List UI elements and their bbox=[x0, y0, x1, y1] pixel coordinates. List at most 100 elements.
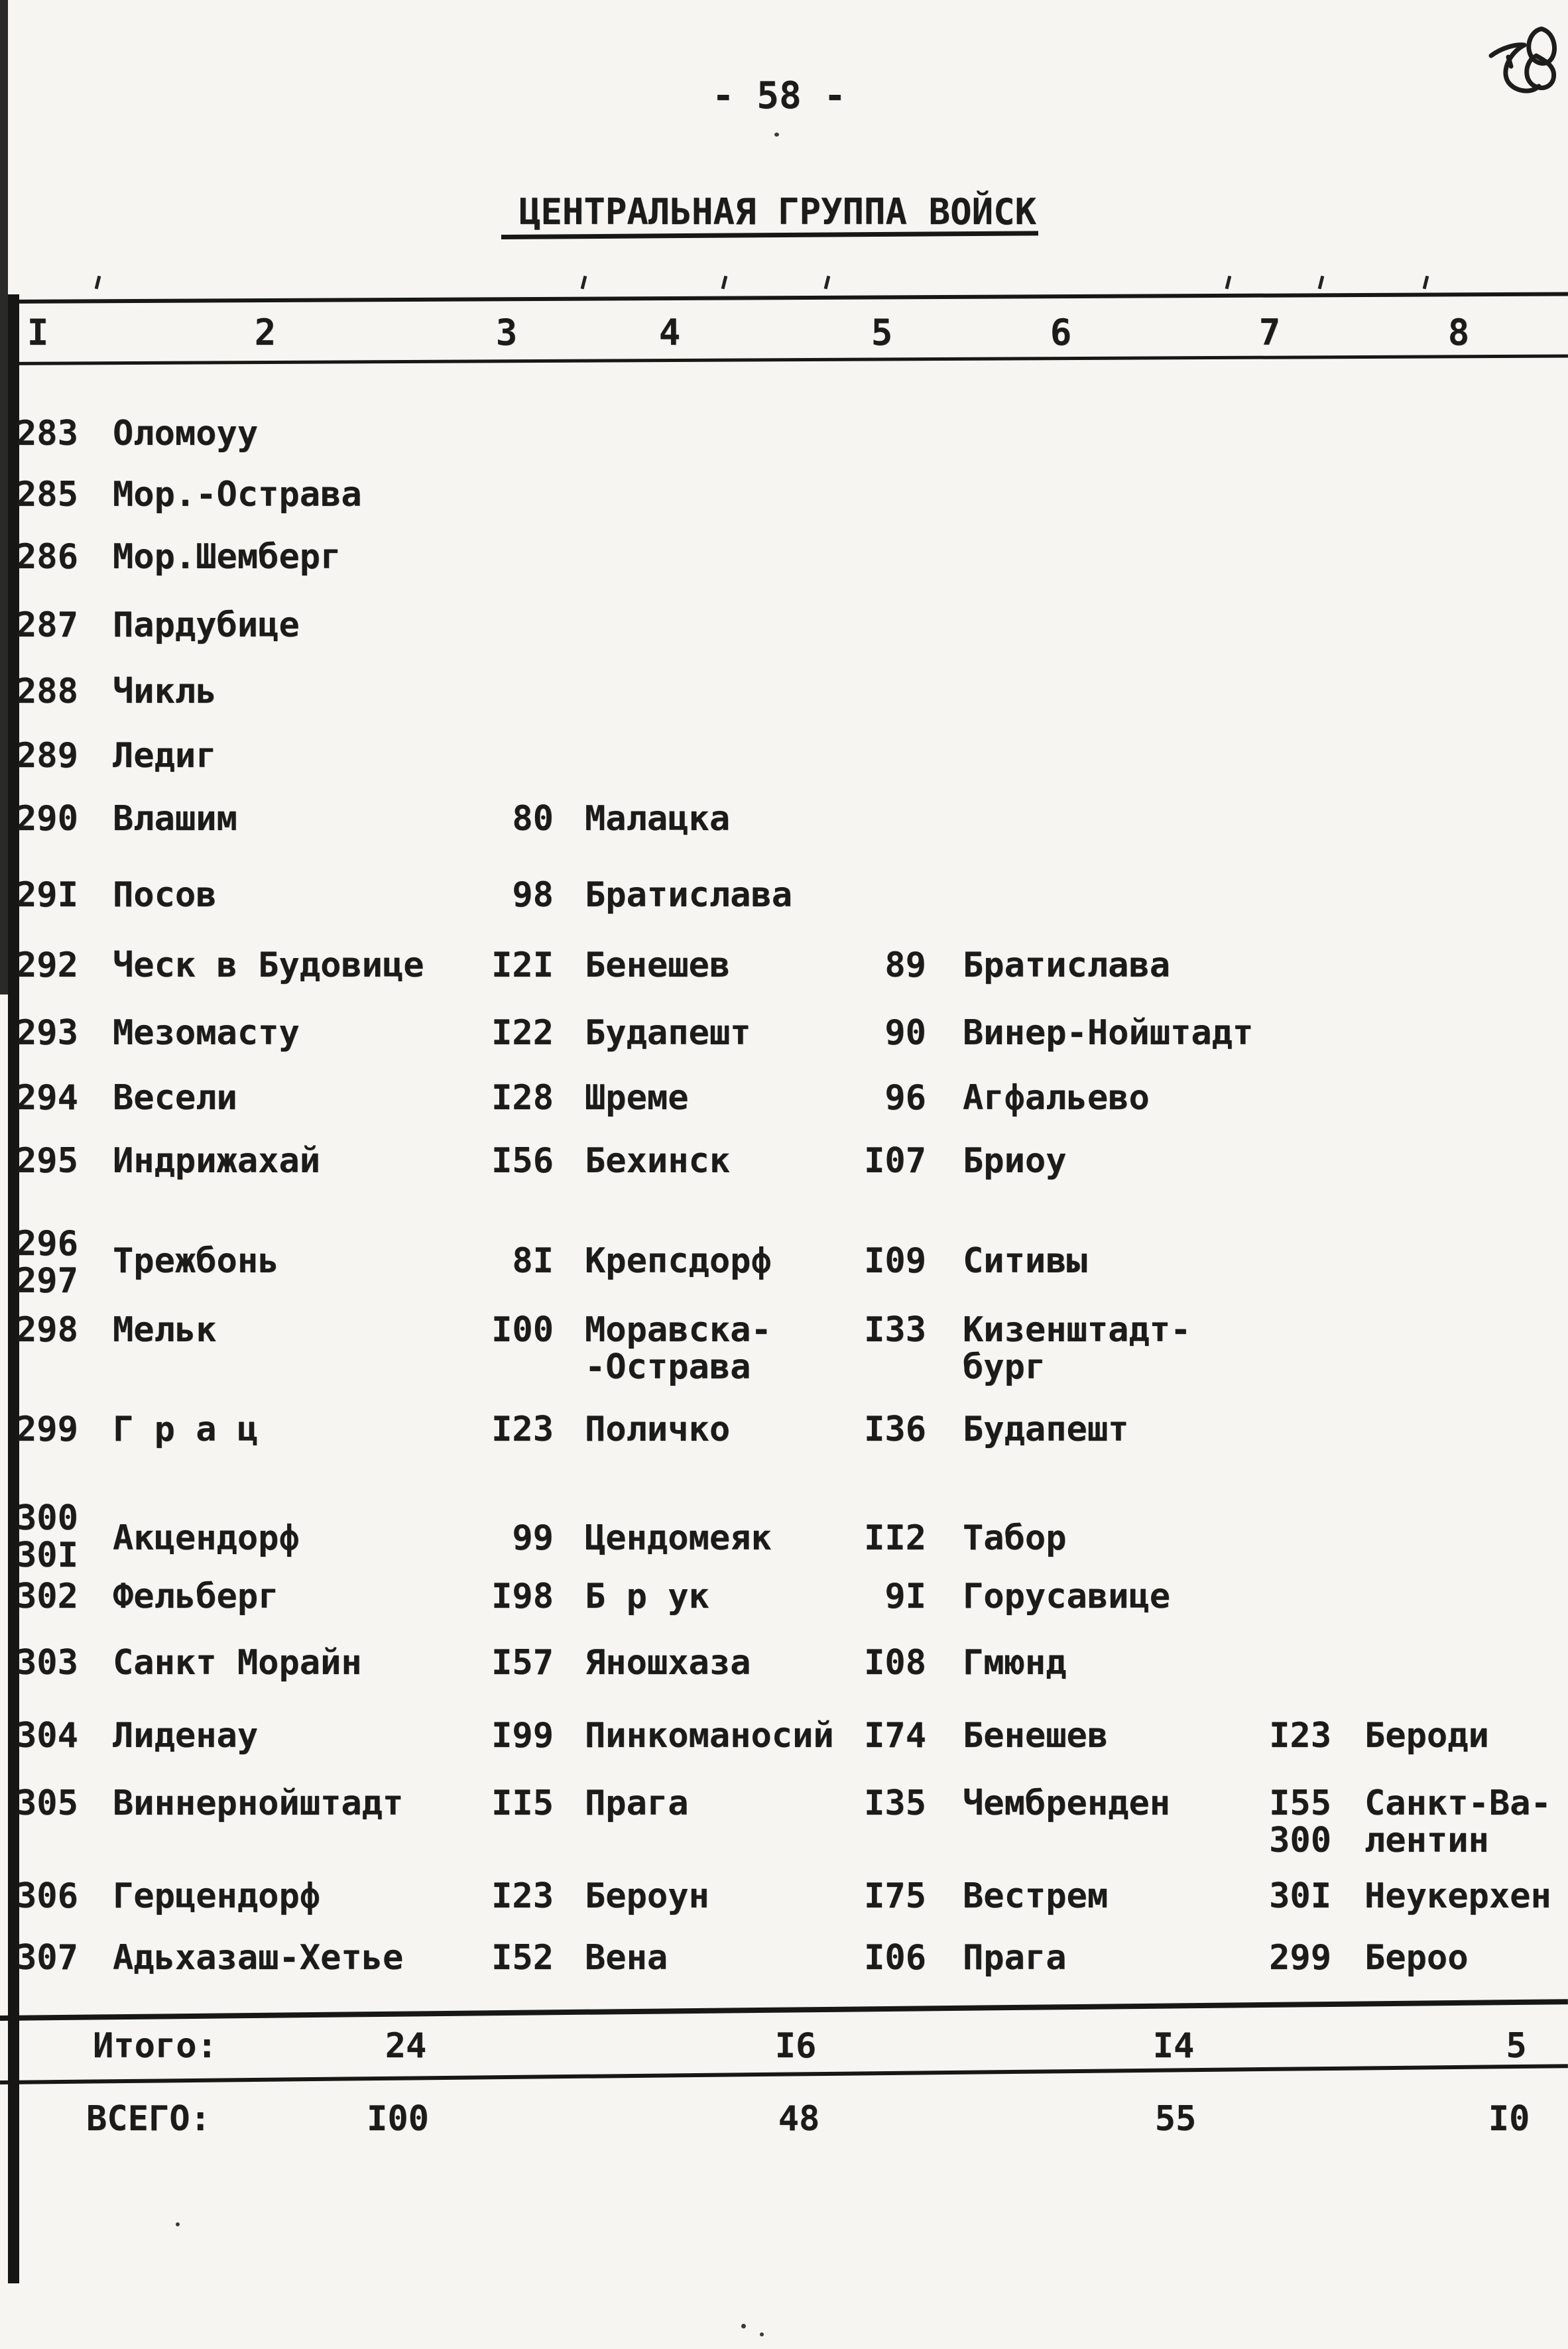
value-cell-7: 30I bbox=[1269, 1876, 1331, 1916]
place-cell-4: Вена bbox=[585, 1938, 668, 1978]
header-tick bbox=[1422, 275, 1429, 290]
document-title: ЦЕНТРАЛЬНАЯ ГРУППА ВОЙСК bbox=[518, 191, 1037, 233]
header-tick bbox=[1317, 275, 1325, 290]
totals-top-border bbox=[0, 1999, 1568, 2021]
totals-label: Итого: bbox=[93, 2026, 217, 2066]
row-number-cell: 287 bbox=[16, 605, 78, 645]
place-cell-6: Чембренден bbox=[963, 1783, 1171, 1823]
place-cell-4: Малацка bbox=[585, 799, 731, 839]
paper-speck bbox=[760, 2332, 764, 2336]
place-cell-4: Поличко bbox=[585, 1410, 731, 1449]
table-top-border bbox=[0, 292, 1568, 304]
header-tick bbox=[721, 275, 728, 290]
place-cell-4: Бехинск bbox=[585, 1141, 731, 1181]
column-header-7: 7 bbox=[1258, 312, 1281, 353]
value-cell-3: I52 bbox=[491, 1938, 554, 1978]
place-name-cell: Ческ в Будовице bbox=[113, 945, 424, 985]
place-cell-6: Прага bbox=[963, 1938, 1067, 1978]
totals-value: I0 bbox=[1488, 2099, 1530, 2139]
value-cell-5: I35 bbox=[864, 1783, 926, 1823]
value-cell-5: 89 bbox=[884, 945, 926, 985]
value-cell-7: I23 bbox=[1269, 1716, 1331, 1756]
place-name-cell: Влашим bbox=[113, 799, 237, 839]
header-tick bbox=[1225, 275, 1232, 290]
place-cell-6: Бриоу bbox=[963, 1141, 1067, 1181]
row-number-cell: 294 bbox=[16, 1078, 78, 1118]
place-cell-6: Гмюнд bbox=[963, 1643, 1067, 1683]
paper-speck bbox=[176, 2222, 180, 2226]
row-number-cell: 303 bbox=[16, 1643, 78, 1683]
scan-edge-strip bbox=[0, 0, 8, 994]
place-name-cell: Санкт Морайн bbox=[113, 1643, 362, 1683]
place-name-cell: Виннернойштадт bbox=[113, 1783, 404, 1823]
column-header-1: I bbox=[27, 312, 49, 353]
value-cell-5: I33 bbox=[864, 1310, 926, 1350]
place-name-cell: Чикль bbox=[113, 672, 217, 711]
value-cell-3: II5 bbox=[491, 1783, 554, 1823]
row-number-cell: 304 bbox=[16, 1716, 78, 1756]
value-cell-3: 99 bbox=[512, 1518, 554, 1558]
value-cell-3: I98 bbox=[491, 1577, 554, 1616]
value-cell-3: I22 bbox=[491, 1013, 554, 1053]
place-cell-8: Санкт-Ва- лентин bbox=[1364, 1783, 1551, 1860]
paper-speck bbox=[741, 2324, 746, 2328]
value-cell-3: I57 bbox=[491, 1643, 554, 1683]
header-tick bbox=[94, 275, 101, 290]
row-number-cell: 305 bbox=[16, 1783, 78, 1823]
value-cell-5: I07 bbox=[864, 1141, 926, 1181]
totals-value: I4 bbox=[1152, 2026, 1195, 2066]
page-number: - 58 - bbox=[711, 74, 847, 117]
place-name-cell: Мельк bbox=[113, 1310, 217, 1350]
row-number-cell: 29I bbox=[16, 875, 78, 915]
place-cell-4: Бероун bbox=[585, 1876, 709, 1916]
table-left-border bbox=[8, 294, 19, 2283]
row-number-cell: 295 bbox=[16, 1141, 78, 1181]
place-name-cell: Акцендорф bbox=[113, 1518, 300, 1558]
row-number-cell: 292 bbox=[16, 945, 78, 985]
place-cell-6: Вестрем bbox=[963, 1876, 1109, 1916]
column-header-5: 5 bbox=[871, 312, 893, 353]
column-header-4: 4 bbox=[658, 312, 681, 353]
place-cell-4: Братислава bbox=[585, 875, 793, 915]
totals-value: 48 bbox=[778, 2099, 820, 2139]
row-number-cell: 285 bbox=[16, 475, 78, 514]
place-name-cell: Г р а ц bbox=[113, 1410, 259, 1449]
totals-value: 5 bbox=[1506, 2026, 1527, 2066]
place-cell-4: Яношхаза bbox=[585, 1643, 751, 1683]
row-number-cell: 296 297 bbox=[16, 1224, 78, 1301]
value-cell-5: 9I bbox=[884, 1577, 926, 1616]
place-name-cell: Весели bbox=[113, 1078, 237, 1118]
row-number-cell: 283 bbox=[16, 414, 78, 453]
row-number-cell: 286 bbox=[16, 537, 78, 577]
value-cell-5: II2 bbox=[864, 1518, 926, 1558]
header-tick bbox=[580, 275, 587, 290]
value-cell-3: 80 bbox=[512, 799, 554, 839]
value-cell-5: I74 bbox=[864, 1716, 926, 1756]
value-cell-3: 98 bbox=[512, 875, 554, 915]
place-cell-6: Братислава bbox=[963, 945, 1171, 985]
value-cell-3: I56 bbox=[491, 1141, 554, 1181]
place-cell-6: Винер-Нойштадт bbox=[963, 1013, 1254, 1053]
place-name-cell: Мор.Шемберг bbox=[113, 537, 341, 577]
place-name-cell: Индрижахай bbox=[113, 1141, 321, 1181]
value-cell-3: I23 bbox=[491, 1410, 554, 1449]
totals-value: 24 bbox=[385, 2026, 427, 2066]
place-cell-8: Неукерхен bbox=[1364, 1876, 1551, 1916]
value-cell-3: I99 bbox=[491, 1716, 554, 1756]
place-cell-6: Табор bbox=[963, 1518, 1067, 1558]
place-cell-4: Моравска- -Острава bbox=[585, 1310, 772, 1387]
place-cell-4: Шреме bbox=[585, 1078, 689, 1118]
handwritten-page-number bbox=[1488, 27, 1557, 93]
row-number-cell: 299 bbox=[16, 1410, 78, 1449]
value-cell-5: 90 bbox=[884, 1013, 926, 1053]
value-cell-5: I06 bbox=[864, 1938, 926, 1978]
totals-value: I00 bbox=[367, 2099, 429, 2139]
row-number-cell: 289 bbox=[16, 736, 78, 776]
value-cell-3: I2I bbox=[491, 945, 554, 985]
row-number-cell: 307 bbox=[16, 1938, 78, 1978]
value-cell-5: I75 bbox=[864, 1876, 926, 1916]
totals-value: 55 bbox=[1154, 2099, 1197, 2139]
place-name-cell: Мезомасту bbox=[113, 1013, 300, 1053]
paper-speck bbox=[774, 133, 779, 137]
row-number-cell: 306 bbox=[16, 1876, 78, 1916]
